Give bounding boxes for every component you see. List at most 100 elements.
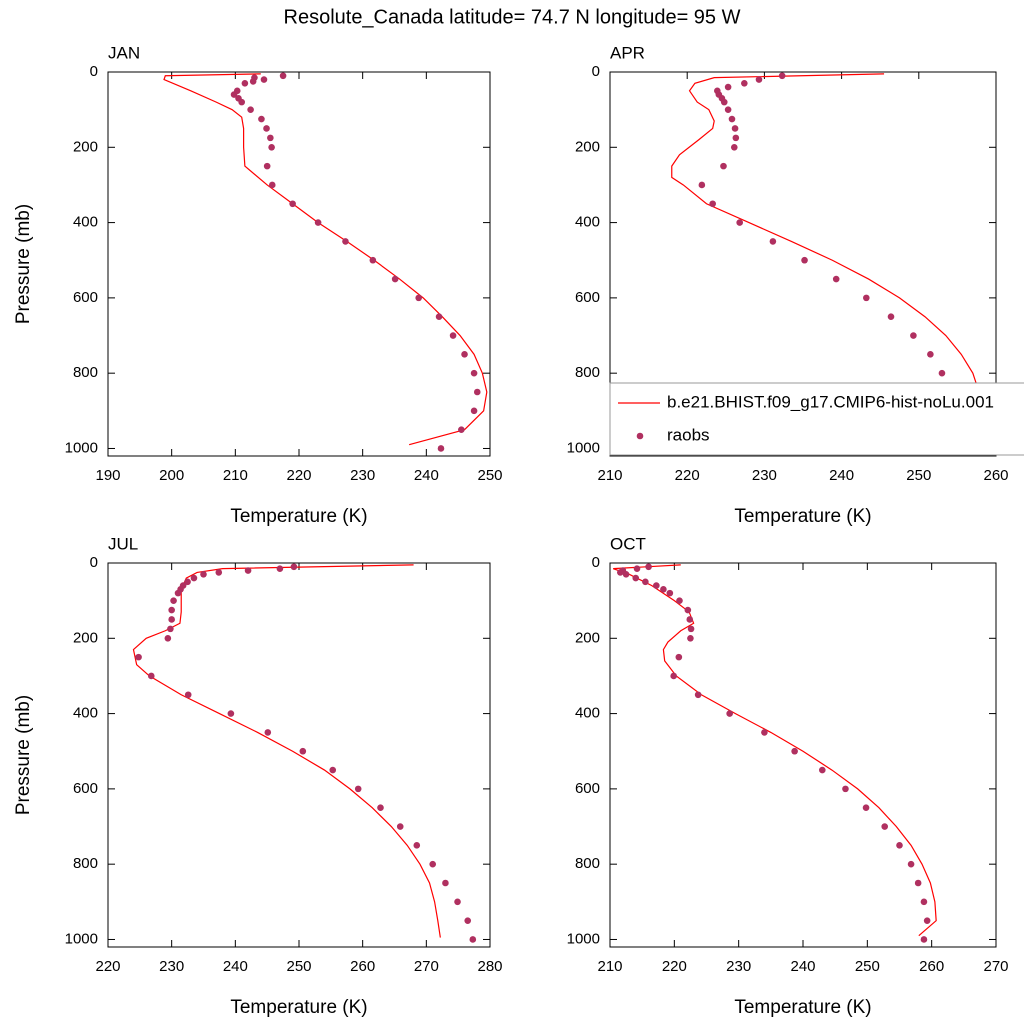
raobs-point [442, 879, 449, 887]
x-tick-label: 270 [414, 958, 439, 975]
x-tick-label: 210 [597, 958, 622, 975]
y-tick-label: 200 [73, 629, 98, 646]
panel-title: JAN [108, 43, 140, 62]
raobs-point [863, 294, 870, 302]
raobs-point [881, 823, 889, 830]
raobs-point [769, 238, 777, 245]
raobs-point [170, 597, 177, 604]
raobs-point [473, 388, 481, 396]
raobs-point [914, 879, 922, 887]
raobs-point [147, 672, 155, 680]
raobs-point [660, 586, 667, 593]
raobs-point [227, 710, 235, 717]
raobs-point [923, 917, 931, 924]
raobs-point [249, 78, 257, 85]
raobs-point [268, 181, 276, 189]
raobs-point [724, 106, 732, 113]
raobs-point [454, 898, 461, 906]
raobs-point [391, 275, 399, 283]
y-tick-label: 600 [73, 780, 98, 797]
raobs-point [731, 125, 739, 132]
x-tick-label: 210 [223, 467, 248, 484]
x-tick-label: 260 [919, 958, 944, 975]
raobs-point [730, 143, 738, 151]
x-tick-label: 270 [983, 958, 1008, 975]
panel: 190 200 210 220 230 240 250 0 200 400 600 800 1000 JA… [13, 43, 503, 527]
y-tick-label: 0 [592, 554, 600, 571]
raobs-point [728, 115, 736, 123]
legend-label: b.e21.BHIST.f09_g17.CMIP6-hist-noLu.001 [667, 392, 994, 411]
y-tick-label: 800 [575, 855, 600, 872]
x-tick-label: 250 [477, 467, 502, 484]
raobs-point [686, 616, 694, 623]
raobs-point [230, 91, 238, 98]
page-title: Resolute_Canada latitude= 74.7 N longitu… [284, 6, 741, 28]
raobs-point [684, 606, 692, 614]
raobs-point [168, 606, 175, 614]
raobs-point [260, 76, 268, 83]
x-tick-label: 220 [95, 958, 120, 975]
raobs-point [354, 785, 362, 793]
raobs-point [135, 653, 142, 661]
x-tick-label: 280 [477, 958, 502, 975]
raobs-point [642, 578, 649, 586]
y-tick-label: 200 [575, 629, 600, 646]
raobs-point [755, 76, 763, 83]
x-tick-label: 260 [983, 467, 1008, 484]
raobs-point [732, 134, 740, 142]
raobs-point [938, 369, 946, 377]
x-tick-label: 250 [906, 467, 931, 484]
x-tick-label: 190 [95, 467, 120, 484]
raobs-point [862, 804, 870, 812]
raobs-point [396, 823, 404, 830]
y-tick-label: 400 [73, 705, 98, 722]
raobs-point [449, 332, 457, 339]
raobs-point [458, 426, 465, 433]
y-tick-label: 1000 [65, 930, 98, 947]
model-line [132, 564, 441, 938]
raobs-point [215, 569, 223, 576]
raobs-point [200, 570, 207, 578]
raobs-point [244, 567, 252, 574]
raobs-point [920, 898, 928, 906]
raobs-point [329, 766, 337, 774]
raobs-point [263, 162, 271, 170]
raobs-point [258, 115, 265, 123]
y-tick-label: 200 [575, 138, 600, 155]
y-tick-label: 200 [73, 138, 98, 155]
y-tick-label: 600 [575, 780, 600, 797]
raobs-point [622, 570, 630, 578]
panel: 220 230 240 250 260 270 280 0 200 400 600 800 1000 JU… [13, 534, 503, 1018]
raobs-point [289, 200, 296, 208]
raobs-point [437, 445, 445, 452]
raobs-point [470, 369, 478, 377]
raobs-point [910, 332, 917, 339]
raobs-point [369, 256, 377, 264]
x-tick-label: 230 [350, 467, 375, 484]
raobs-point [167, 625, 174, 633]
raobs-point [694, 691, 702, 699]
raobs-point [263, 125, 270, 132]
x-tick-label: 210 [597, 467, 622, 484]
model-line [671, 73, 980, 446]
x-tick-label: 220 [675, 467, 700, 484]
raobs-point [842, 785, 849, 793]
model-line [613, 564, 937, 937]
x-tick-label: 240 [414, 467, 439, 484]
x-tick-label: 260 [350, 958, 375, 975]
legend-label: raobs [667, 425, 710, 444]
x-tick-label: 250 [286, 958, 311, 975]
raobs-point [907, 860, 915, 868]
raobs-point [741, 79, 748, 87]
x-tick-label: 220 [286, 467, 311, 484]
raobs-point [632, 574, 640, 582]
raobs-point [241, 79, 249, 87]
raobs-point [791, 747, 798, 755]
panel-title: APR [610, 43, 645, 62]
plot-frame [609, 562, 997, 948]
raobs-point [314, 219, 322, 226]
panel: 210 220 230 240 250 260 0 200 400 600 800 1000 APR Te… [567, 43, 1024, 527]
y-tick-label: 600 [575, 289, 600, 306]
raobs-point [469, 936, 477, 943]
